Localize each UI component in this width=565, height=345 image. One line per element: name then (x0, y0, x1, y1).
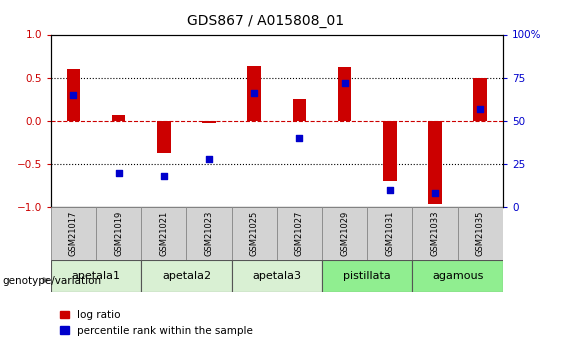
Text: GSM21023: GSM21023 (205, 211, 214, 256)
Bar (96, 207, 141, 260)
Bar (67, 69, 80, 121)
Bar (277, 207, 322, 260)
Text: GSM21017: GSM21017 (69, 211, 78, 256)
Bar (141, 207, 186, 260)
Bar (186, 207, 232, 260)
Point (431, 190, 440, 196)
Bar (383, 121, 397, 181)
Bar (428, 121, 442, 204)
Bar (338, 67, 351, 121)
Text: GSM21029: GSM21029 (340, 211, 349, 256)
Bar (232, 207, 277, 260)
Bar (367, 207, 412, 260)
Bar (473, 78, 487, 121)
Bar (322, 207, 367, 260)
Text: agamous: agamous (432, 271, 483, 281)
Text: GSM21021: GSM21021 (159, 211, 168, 256)
Text: GDS867 / A015808_01: GDS867 / A015808_01 (187, 14, 344, 28)
Bar (141, 260, 232, 292)
Bar (232, 260, 322, 292)
Text: GSM21033: GSM21033 (431, 211, 440, 256)
Bar (322, 260, 412, 292)
Text: apetala1: apetala1 (72, 271, 120, 281)
Bar (202, 121, 216, 124)
Bar (293, 99, 306, 121)
Text: apetala3: apetala3 (253, 271, 301, 281)
Point (205, 156, 214, 161)
Bar (412, 260, 503, 292)
Bar (412, 207, 458, 260)
Text: apetala2: apetala2 (162, 271, 211, 281)
Point (476, 106, 485, 111)
Point (69, 92, 78, 98)
Point (385, 187, 394, 193)
Bar (112, 115, 125, 121)
Text: genotype/variation: genotype/variation (3, 276, 102, 286)
Text: GSM21035: GSM21035 (476, 211, 485, 256)
Point (250, 90, 259, 96)
Bar (458, 207, 503, 260)
Bar (51, 260, 141, 292)
Bar (247, 66, 261, 121)
Text: GSM21031: GSM21031 (385, 211, 394, 256)
Legend: log ratio, percentile rank within the sample: log ratio, percentile rank within the sa… (56, 306, 257, 340)
Text: GSM21019: GSM21019 (114, 211, 123, 256)
Point (340, 80, 349, 86)
Text: pistillata: pistillata (344, 271, 391, 281)
Point (295, 135, 304, 141)
Text: GSM21025: GSM21025 (250, 211, 259, 256)
Point (114, 170, 123, 175)
Text: GSM21027: GSM21027 (295, 211, 304, 256)
Point (159, 173, 168, 179)
Bar (51, 207, 96, 260)
Bar (157, 121, 171, 152)
